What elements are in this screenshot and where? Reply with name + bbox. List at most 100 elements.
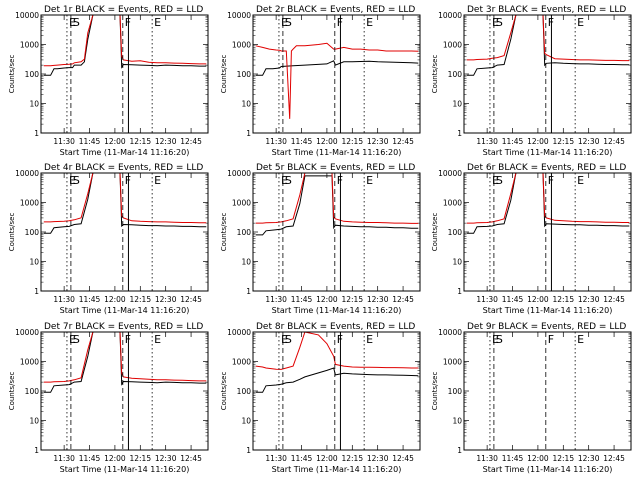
y-axis-label: Counts/sec [431, 372, 439, 411]
x-tick-label: 11:45 [291, 454, 313, 463]
y-axis-label: Counts/sec [220, 372, 228, 411]
plot-frame [252, 172, 421, 292]
x-tick-label: 11:45 [502, 454, 524, 463]
y-tick-label: 1 [457, 129, 462, 138]
x-tick-label: 12:15 [341, 137, 363, 146]
plot-frame [40, 331, 209, 451]
x-tick-label: 12:00 [316, 137, 338, 146]
x-tick-label: 12:30 [367, 137, 389, 146]
y-tick-label: 1 [34, 129, 39, 138]
marker-label: S [496, 333, 503, 346]
x-axis-label: Start Time (11-Mar-14 11:16:20) [60, 465, 190, 474]
panel-det-4: Det 4r BLACK = Events, RED = LLD Counts/s… [8, 163, 209, 315]
x-tick-label: 12:45 [180, 454, 202, 463]
y-tick-label: 10 [452, 258, 462, 267]
marker-label: E [366, 16, 373, 29]
plot-frame [40, 172, 209, 292]
x-tick-label: 12:30 [367, 454, 389, 463]
x-tick-label: 11:45 [502, 137, 524, 146]
x-tick-label: 11:30 [265, 137, 287, 146]
panel-det-9: Det 9r BLACK = Events, RED = LLD Counts/s… [431, 322, 632, 474]
panel-det-2: Det 2r BLACK = Events, RED = LLD Counts/s… [220, 5, 421, 157]
plot-frame [40, 14, 209, 134]
x-tick-label: 11:30 [265, 454, 287, 463]
x-tick-label: 11:45 [291, 295, 313, 304]
y-tick-label: 1 [246, 287, 251, 296]
marker-label: S [285, 333, 292, 346]
x-tick-label: 12:30 [578, 454, 600, 463]
x-tick-label: 12:45 [603, 295, 625, 304]
x-tick-label: 12:45 [392, 137, 414, 146]
x-tick-label: 12:45 [180, 137, 202, 146]
panel-det-1: Det 1r BLACK = Events, RED = LLD Counts/s… [8, 5, 209, 157]
chart-title: Det 4r BLACK = Events, RED = LLD [44, 163, 203, 173]
marker-label: E [281, 174, 288, 187]
x-tick-label: 12:30 [155, 454, 177, 463]
series-lld-line [255, 42, 419, 119]
y-tick-label: 10000 [15, 328, 39, 337]
marker-label: S [73, 333, 80, 346]
y-tick-label: 100 [237, 387, 252, 396]
y-tick-label: 10000 [438, 11, 462, 20]
y-tick-label: 1 [34, 287, 39, 296]
x-tick-label: 12:00 [527, 454, 549, 463]
y-tick-label: 1 [457, 287, 462, 296]
x-tick-label: 12:15 [552, 137, 574, 146]
chart-title: Det 3r BLACK = Events, RED = LLD [467, 5, 626, 15]
marker-label: E [281, 333, 288, 346]
x-tick-label: 12:45 [603, 137, 625, 146]
marker-label: S [496, 16, 503, 29]
x-tick-label: 12:45 [392, 454, 414, 463]
y-axis-label: Counts/sec [431, 55, 439, 94]
marker-label: E [154, 16, 161, 29]
x-tick-label: 11:45 [79, 295, 101, 304]
x-tick-label: 11:30 [53, 295, 75, 304]
x-tick-label: 11:45 [502, 295, 524, 304]
y-tick-label: 100 [448, 387, 463, 396]
y-tick-label: 1000 [20, 199, 39, 208]
marker-label: E [577, 174, 584, 187]
chart-title: Det 1r BLACK = Events, RED = LLD [44, 5, 203, 15]
x-tick-label: 12:15 [341, 295, 363, 304]
x-tick-label: 12:30 [578, 137, 600, 146]
x-tick-label: 11:30 [476, 295, 498, 304]
x-tick-label: 12:15 [552, 454, 574, 463]
marker-label: E [69, 16, 76, 29]
marker-label: S [73, 174, 80, 187]
y-tick-label: 100 [448, 70, 463, 79]
marker-label: E [492, 16, 499, 29]
y-tick-label: 1 [34, 446, 39, 455]
y-tick-label: 1000 [232, 199, 251, 208]
panel-det-5: Det 5r BLACK = Events, RED = LLD Counts/s… [220, 163, 421, 315]
y-tick-label: 10000 [438, 169, 462, 178]
y-tick-label: 1000 [443, 41, 462, 50]
series-events-line [255, 60, 419, 76]
marker-label: E [69, 174, 76, 187]
x-axis-label: Start Time (11-Mar-14 11:16:20) [60, 306, 190, 315]
x-tick-label: 12:00 [316, 295, 338, 304]
panel-det-3: Det 3r BLACK = Events, RED = LLD Counts/s… [431, 5, 632, 157]
panel-det-6: Det 6r BLACK = Events, RED = LLD Counts/s… [431, 163, 632, 315]
x-axis-label: Start Time (11-Mar-14 11:16:20) [60, 148, 190, 157]
x-tick-label: 12:00 [316, 454, 338, 463]
panel-det-8: Det 8r BLACK = Events, RED = LLD Counts/s… [220, 322, 421, 474]
panel-det-7: Det 7r BLACK = Events, RED = LLD Counts/s… [8, 322, 209, 474]
y-axis-label: Counts/sec [431, 213, 439, 252]
marker-label: E [281, 16, 288, 29]
x-tick-label: 12:00 [527, 137, 549, 146]
plot-frame [252, 14, 421, 134]
y-tick-label: 100 [237, 228, 252, 237]
x-tick-label: 12:15 [129, 137, 151, 146]
x-tick-label: 12:30 [578, 295, 600, 304]
y-tick-label: 10 [241, 100, 251, 109]
x-axis-label: Start Time (11-Mar-14 11:16:20) [483, 148, 613, 157]
series-events-line [255, 367, 419, 393]
y-tick-label: 10000 [438, 328, 462, 337]
x-tick-label: 12:00 [527, 295, 549, 304]
y-axis-label: Counts/sec [8, 213, 16, 252]
y-tick-label: 100 [25, 228, 40, 237]
y-tick-label: 1000 [20, 358, 39, 367]
y-tick-label: 10 [452, 417, 462, 426]
y-axis-label: Counts/sec [220, 213, 228, 252]
